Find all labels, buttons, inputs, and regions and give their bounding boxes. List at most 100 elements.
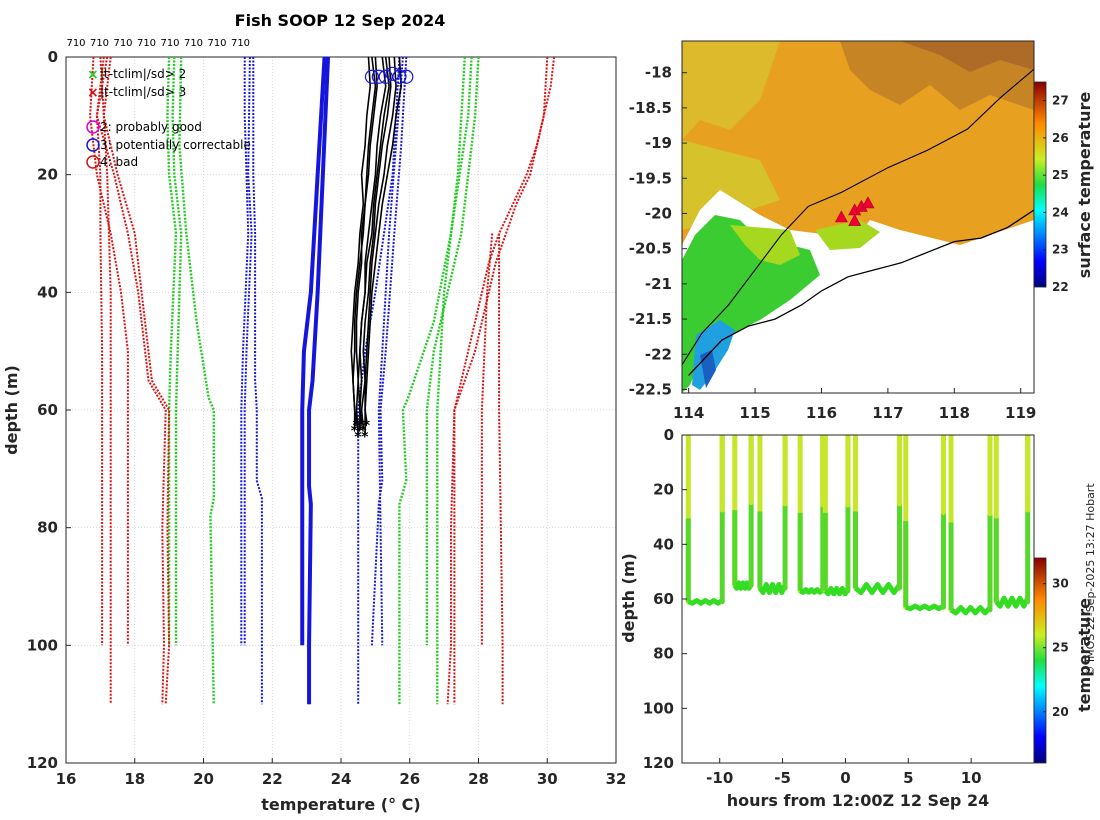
profile-chart: Fish SOOP 12 Sep 2024 710 710 710 710 710 710… <box>2 11 626 814</box>
legend-probably-good: 2: probably good <box>86 120 202 134</box>
flag-circle-marker <box>371 69 386 84</box>
legend-bad: 4: bad <box>86 155 138 169</box>
legend-label: 3: potentially correctable <box>100 138 251 152</box>
red-x-marker: × <box>87 85 99 101</box>
y-tick-label: 100 <box>27 636 58 654</box>
ship-track <box>834 196 875 226</box>
y-axis-label: depth (m) <box>619 553 638 643</box>
profile-end-marker: * <box>359 424 367 440</box>
y-tick-label: -19.5 <box>629 169 672 187</box>
y-tick-labels: 0 20 40 60 80 100 120 <box>27 48 71 772</box>
series-line-mean <box>307 57 329 705</box>
sst-colorbar-ticks: 22 23 24 25 26 27 <box>1043 94 1069 294</box>
series-line-sd3 <box>171 57 183 646</box>
x-tick-label: 22 <box>262 770 283 788</box>
y-tick-label: 40 <box>653 535 674 553</box>
profile-id-labels: 710 710 710 710 710 710 710 710 <box>66 38 250 49</box>
x-tick-label: 28 <box>468 770 489 788</box>
profile-id-label: 710 <box>207 38 226 49</box>
chart-title: Fish SOOP 12 Sep 2024 <box>235 11 446 30</box>
series-line-sd4 <box>102 57 171 705</box>
y-tick-label: 120 <box>643 754 674 772</box>
magenta-circle-marker <box>86 120 100 134</box>
profile-id-label: 710 <box>113 38 132 49</box>
x-tick-label: 5 <box>903 769 913 787</box>
x-tick-label: -5 <box>774 769 791 787</box>
flag-markers <box>364 66 414 84</box>
series-line-sd3 <box>425 57 480 646</box>
legend-x-2sd: × |t-tclim|/sd> 2 <box>87 67 186 83</box>
series-line-sd2 <box>357 57 401 705</box>
cast-traces <box>685 435 1031 616</box>
colorbar-label: surface temperature <box>1075 92 1094 279</box>
sst-field <box>682 41 1034 393</box>
latitude-tick-labels: -18 -18.5 -19 -19.5 -20 -20.5 -21 -21.5 -22 -22.5 <box>629 64 687 398</box>
series-line-sd3 <box>436 57 466 705</box>
y-tick-label: -22.5 <box>629 380 672 398</box>
cast-bottom-trace <box>853 582 902 596</box>
y-tick-labels: 0 20 40 60 80 100 120 <box>643 426 687 772</box>
copyright-credit: © IMOS 22-Sep-2025 13:27 Hobart <box>1084 483 1097 677</box>
sst-colorbar <box>1033 81 1047 288</box>
x-tick-label: 119 <box>1005 404 1036 422</box>
colorbar-tick-label: 22 <box>1052 280 1069 294</box>
series-line-sd2 <box>370 57 408 646</box>
profile-id-label: 710 <box>160 38 179 49</box>
nearshore-yellow-water <box>730 225 800 265</box>
series-line-profile <box>352 57 377 422</box>
longitude-tick-labels: 114 115 116 117 118 119 <box>673 388 1036 422</box>
y-tick-label: -21 <box>645 275 672 293</box>
warm-water-patch <box>900 41 1034 72</box>
y-tick-label: 60 <box>37 401 58 419</box>
series-line-profile <box>357 57 390 428</box>
red-circle-marker <box>86 155 100 169</box>
cast-bottom-trace <box>757 582 788 596</box>
x-tick-label: 26 <box>399 770 420 788</box>
coastline <box>688 209 1034 376</box>
colorbar-tick-label: 30 <box>1052 577 1069 591</box>
profile-id-label: 710 <box>90 38 109 49</box>
x-tick-label: 10 <box>961 769 982 787</box>
y-tick-label: 20 <box>653 481 674 499</box>
y-tick-label: -18 <box>645 64 672 82</box>
y-tick-label: 0 <box>48 48 58 66</box>
y-tick-label: 40 <box>37 283 58 301</box>
series-line-profile <box>359 57 387 422</box>
x-tick-labels: -10 -5 0 5 10 <box>706 758 982 787</box>
series-line-sd4 <box>453 57 549 705</box>
series-line-sd4 <box>480 233 494 646</box>
colorbar-tick-label: 25 <box>1052 641 1069 655</box>
y-tick-label: -20 <box>645 204 672 222</box>
profile-end-marker: * <box>351 424 359 440</box>
profile-end-marker: * <box>361 430 369 446</box>
series-line-sd4 <box>89 57 129 646</box>
x-tick-label: 118 <box>939 404 970 422</box>
x-tick-label: 32 <box>606 770 627 788</box>
y-tick-label: 60 <box>653 590 674 608</box>
series-line-mean <box>300 57 326 646</box>
series-line-sd4 <box>95 57 167 705</box>
x-tick-label: 115 <box>739 404 770 422</box>
series-line-sd4 <box>446 57 556 705</box>
profile-end-marker: * <box>354 430 362 446</box>
series-line-sd4 <box>498 233 504 705</box>
ship-position-marker <box>861 196 875 209</box>
ship-position-marker <box>834 210 848 223</box>
nearshore-yellow-water <box>815 220 880 250</box>
cast-bottom-trace <box>949 605 992 616</box>
cast-bottom-trace <box>905 603 945 612</box>
profile-end-marker: * <box>363 418 371 434</box>
series-line-sd3 <box>398 57 473 705</box>
legend-label: 2: probably good <box>100 120 202 134</box>
flag-circle-marker <box>392 69 407 84</box>
colorbar-tick-label: 27 <box>1052 94 1069 108</box>
profile-id-label: 710 <box>137 38 156 49</box>
colorbar-tick-label: 24 <box>1052 205 1069 219</box>
colorbar-label: temperature <box>1075 598 1094 712</box>
flag-circle-marker <box>399 69 414 84</box>
blue-circle-marker <box>86 138 100 152</box>
y-axis-label: depth (m) <box>2 365 21 455</box>
profile-end-marker: * <box>356 424 364 440</box>
series-line-sd2 <box>252 57 263 705</box>
colorbar-tick-label: 25 <box>1052 168 1069 182</box>
